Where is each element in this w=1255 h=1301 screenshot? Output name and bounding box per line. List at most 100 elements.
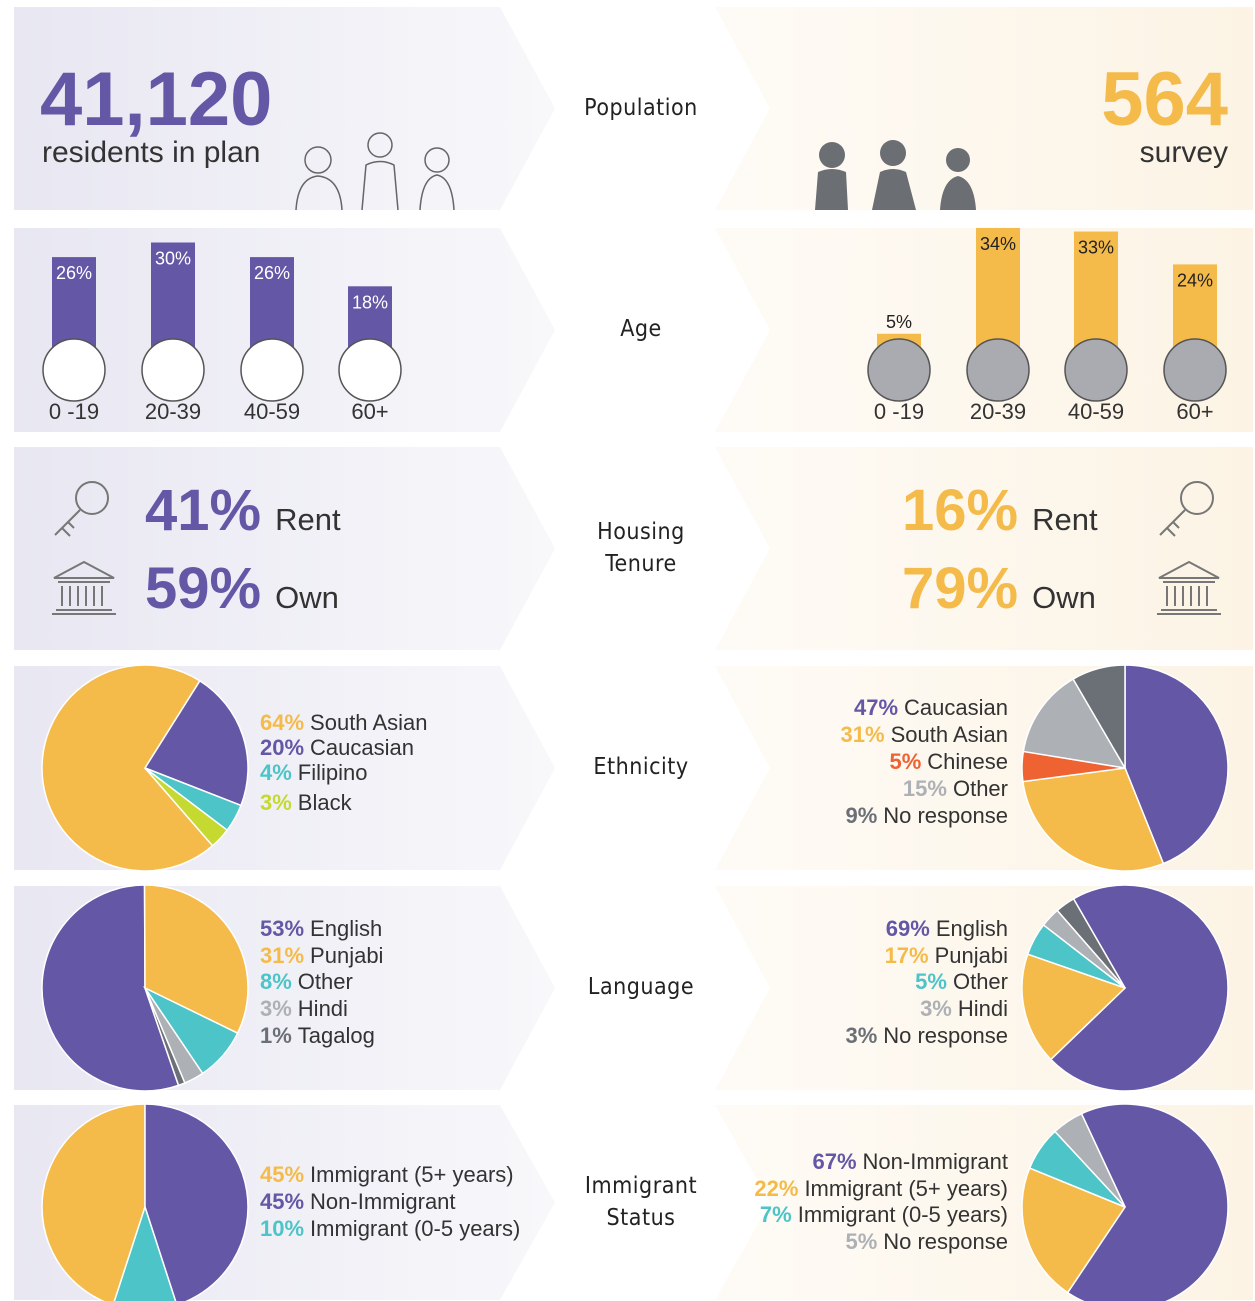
bar-label: 26% xyxy=(56,263,92,283)
pie-slice xyxy=(143,884,249,1035)
section-label-box: Housing Tenure xyxy=(597,519,685,577)
head-icon xyxy=(42,338,106,402)
category-label: 0 -19 xyxy=(874,399,924,424)
right-caption: survey xyxy=(1140,136,1228,169)
legend-label: English xyxy=(936,916,1008,941)
legend-value: 5% xyxy=(845,1229,877,1254)
legend-label: Hindi xyxy=(958,996,1008,1021)
pie-slice xyxy=(144,767,229,847)
category-label: 40-59 xyxy=(244,399,300,424)
legend-value: 47% xyxy=(854,695,898,720)
legend-value: 3% xyxy=(920,996,952,1021)
head-icon xyxy=(338,338,402,402)
section-label: Housing Tenure xyxy=(597,519,685,577)
legend-label: Immigrant (5+ years) xyxy=(310,1162,514,1187)
legend-label: Caucasian xyxy=(904,695,1008,720)
backgrounds: Population Age Housing Tenure Ethnicity Lang… xyxy=(14,7,1253,1300)
own-right: 79% Own xyxy=(902,556,1096,621)
charts: 26% 0 -19 30% 20-39 26% 40-59 18% 60+ 5% 0 -19 34%… xyxy=(41,227,1229,1301)
section-label-box: Language xyxy=(588,974,694,1000)
legend-value: 3% xyxy=(260,790,292,815)
legend-entry: 7% Immigrant (0-5 years) xyxy=(760,1202,1008,1227)
legend-label: Filipino xyxy=(298,760,368,785)
legend-value: 9% xyxy=(845,803,877,828)
own-left: 59% Own xyxy=(145,556,339,621)
label: Own xyxy=(1032,580,1096,615)
pie-slice xyxy=(1021,1167,1127,1294)
legend-entry: 22% Immigrant (5+ years) xyxy=(754,1176,1008,1201)
bar xyxy=(151,242,195,352)
legend-value: 53% xyxy=(260,916,304,941)
bar xyxy=(976,227,1020,352)
category-label: 20-39 xyxy=(970,399,1026,424)
legend-entry: 5% No response xyxy=(845,1229,1008,1254)
pie-slice xyxy=(1049,884,1229,1092)
legend-value: 22% xyxy=(754,1176,798,1201)
legend-value: 20% xyxy=(260,735,304,760)
head-icon xyxy=(1064,338,1128,402)
pie-slice xyxy=(1053,1112,1126,1208)
legend-value: 8% xyxy=(260,969,292,994)
legend-value: 31% xyxy=(260,943,304,968)
legend-value: 5% xyxy=(915,969,947,994)
legend-entry: 1% Tagalog xyxy=(260,1023,375,1048)
left-caption: residents in plan xyxy=(42,136,260,169)
legend-label: Non-Immigrant xyxy=(310,1189,455,1214)
pct: 41% xyxy=(145,478,261,543)
legend-label: South Asian xyxy=(310,710,427,735)
legend-label: Other xyxy=(298,969,353,994)
legend-value: 69% xyxy=(886,916,930,941)
legend-entry: 5% Other xyxy=(915,969,1008,994)
legend-label: Punjabi xyxy=(310,943,383,968)
legend-label: No response xyxy=(883,1023,1008,1048)
pie-slice xyxy=(1124,664,1229,865)
pie-slice xyxy=(1056,897,1126,989)
head-icon xyxy=(867,338,931,402)
category-label: 20-39 xyxy=(145,399,201,424)
legend-value: 17% xyxy=(885,943,929,968)
legend-value: 1% xyxy=(260,1023,292,1048)
rent-right: 16% Rent xyxy=(902,478,1098,543)
legend-label: English xyxy=(310,916,382,941)
legend-entry: 9% No response xyxy=(845,803,1008,828)
pie-slice xyxy=(41,1103,146,1301)
legend-label: Tagalog xyxy=(298,1023,375,1048)
legend-label: South Asian xyxy=(891,722,1008,747)
bar xyxy=(1173,264,1217,352)
head-icon xyxy=(966,338,1030,402)
legend-label: Punjabi xyxy=(935,943,1008,968)
legend-entry: 17% Punjabi xyxy=(885,943,1008,968)
people-filled-icons xyxy=(815,140,976,210)
legend-entry: 5% Chinese xyxy=(889,749,1008,774)
pct: 16% xyxy=(902,478,1018,543)
legend-value: 5% xyxy=(889,749,921,774)
legend-entry: 3% Hindi xyxy=(920,996,1008,1021)
legend-value: 3% xyxy=(845,1023,877,1048)
bar-label: 18% xyxy=(352,292,388,312)
legend-label: Chinese xyxy=(927,749,1008,774)
pie-slice xyxy=(144,1103,249,1301)
legend-label: Other xyxy=(953,969,1008,994)
legend-entry: 45% Immigrant (5+ years) xyxy=(260,1162,514,1187)
legend-entry: 67% Non-Immigrant xyxy=(812,1149,1008,1174)
bar-label: 30% xyxy=(155,249,191,269)
legend-value: 4% xyxy=(260,760,292,785)
section-label: Population xyxy=(584,94,698,121)
housing-row: 41% Rent 59% Own 16% Rent 79% Own xyxy=(52,478,1221,621)
legend-value: 45% xyxy=(260,1162,304,1187)
legend-entry: 45% Non-Immigrant xyxy=(260,1189,456,1214)
legend-label: Non-Immigrant xyxy=(863,1149,1008,1174)
pie-slice xyxy=(41,664,214,872)
legend-entry: 64% South Asian xyxy=(260,710,427,735)
population-row: 41,120 residents in plan 564 survey xyxy=(40,57,1228,211)
legend-entry: 3% Black xyxy=(260,790,353,815)
left-count: 41,120 xyxy=(40,57,272,142)
legend-label: Immigrant (0-5 years) xyxy=(798,1202,1008,1227)
legend-label: Other xyxy=(953,776,1008,801)
bar-label: 5% xyxy=(886,312,912,332)
category-label: 40-59 xyxy=(1068,399,1124,424)
legend-entry: 15% Other xyxy=(903,776,1008,801)
head-icon xyxy=(141,338,205,402)
legend-entry: 47% Caucasian xyxy=(854,695,1008,720)
